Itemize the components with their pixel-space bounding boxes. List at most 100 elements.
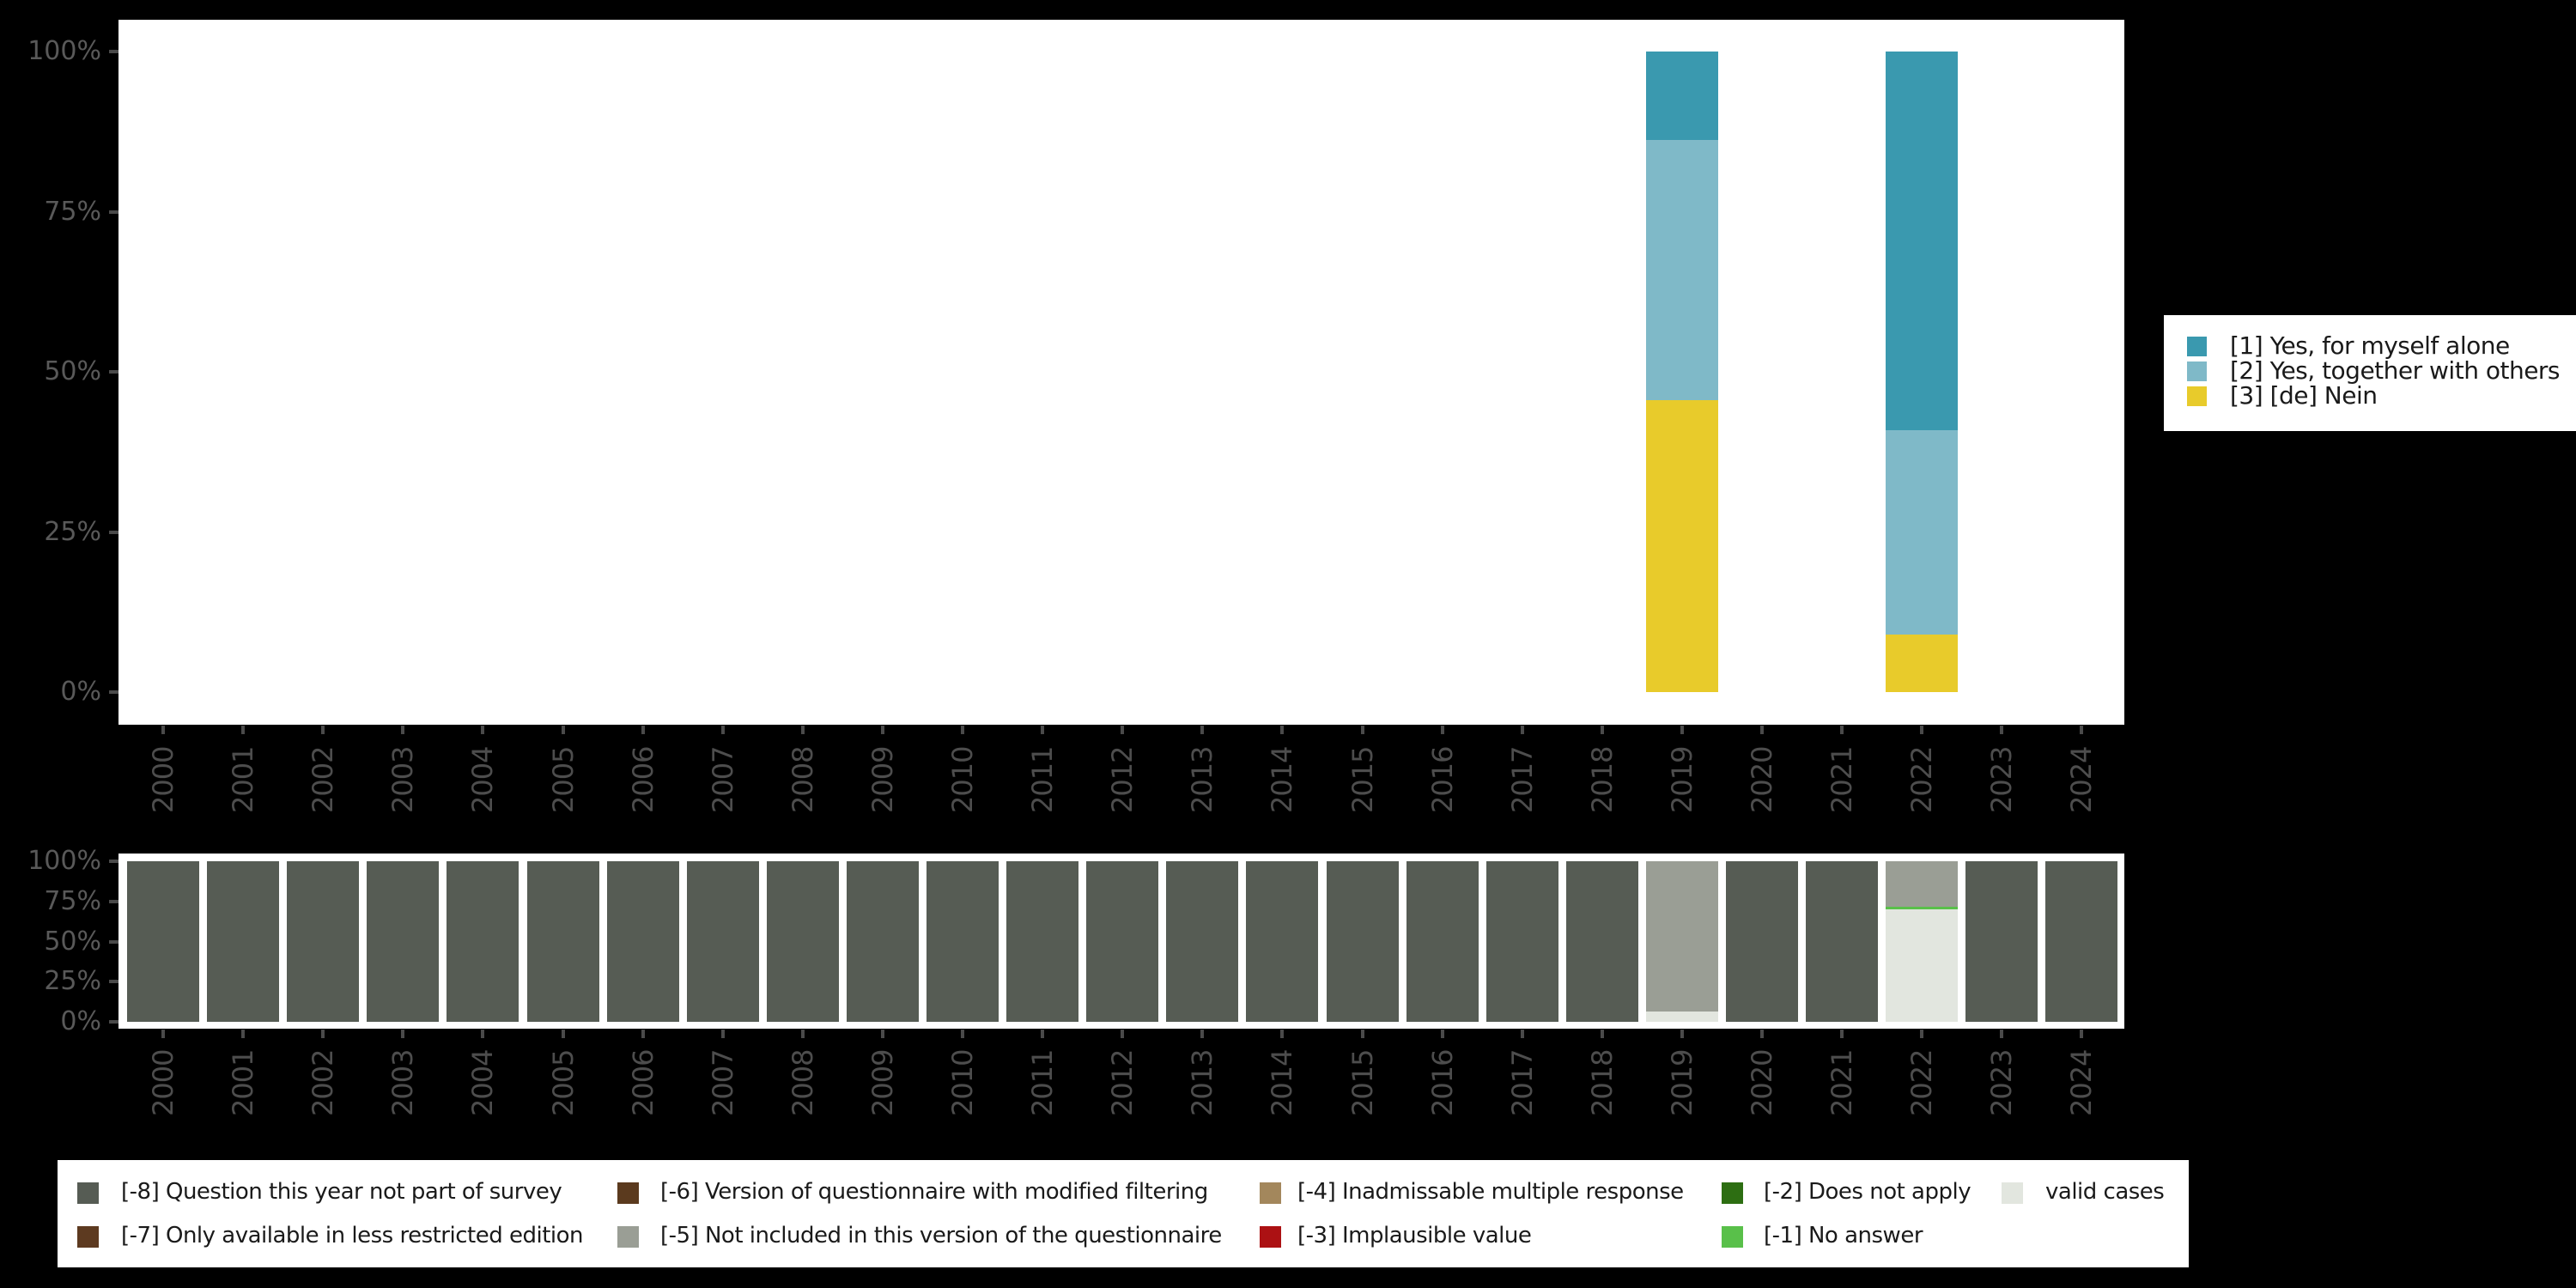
x-axis-year-label: 2021	[1826, 746, 1859, 813]
bar-segment	[1886, 634, 1959, 692]
y-tick-label: 0%	[60, 677, 101, 707]
bar-segment	[447, 861, 519, 1022]
bar-segment	[1086, 861, 1159, 1022]
legend-label: [3] [de] Nein	[2230, 381, 2378, 410]
bar-segment	[1886, 906, 1959, 909]
x-tick	[1200, 1030, 1205, 1038]
legend-label: [-2] Does not apply	[1764, 1179, 1971, 1205]
y-tick-label: 0%	[60, 1006, 101, 1036]
x-tick	[241, 726, 246, 734]
x-tick	[1520, 726, 1524, 734]
bar-segment	[1485, 861, 1558, 1022]
x-tick	[880, 1030, 884, 1038]
bar-segment	[127, 861, 199, 1022]
x-tick	[1440, 1030, 1444, 1038]
bar-segment	[1645, 52, 1718, 140]
bar-segment	[207, 861, 280, 1022]
x-tick	[1920, 1030, 1924, 1038]
x-axis-year-label: 2013	[1186, 746, 1219, 813]
x-tick	[1600, 726, 1604, 734]
x-axis-year-label: 2001	[227, 746, 260, 813]
missing-legend: [-8] Question this year not part of surv…	[58, 1160, 2189, 1267]
x-tick	[2000, 726, 2004, 734]
bar-segment	[1645, 139, 1718, 400]
y-tick-label: 25%	[44, 516, 101, 547]
y-tick-label: 75%	[44, 885, 101, 916]
x-tick	[401, 726, 405, 734]
x-axis-year-label: 2024	[2065, 1049, 2099, 1116]
legend-label: [2] Yes, together with others	[2230, 356, 2561, 385]
x-tick	[1041, 1030, 1045, 1038]
legend-label: [-6] Version of questionnaire with modif…	[660, 1179, 1208, 1205]
bar-segment	[2045, 861, 2118, 1022]
y-tick-label: 50%	[44, 356, 101, 386]
x-tick	[481, 1030, 485, 1038]
x-axis-year-label: 2010	[946, 1049, 979, 1116]
x-axis-year-label: 2024	[2065, 746, 2099, 813]
x-tick	[1840, 1030, 1844, 1038]
x-tick	[1760, 1030, 1764, 1038]
x-axis-year-label: 2004	[466, 746, 500, 813]
x-axis-year-label: 2012	[1106, 1049, 1139, 1116]
x-axis-year-label: 2019	[1665, 1049, 1698, 1116]
x-tick	[1280, 1030, 1285, 1038]
y-tick	[109, 690, 118, 694]
x-axis-year-label: 2013	[1186, 1049, 1219, 1116]
x-tick	[481, 726, 485, 734]
x-axis-year-label: 2004	[466, 1049, 500, 1116]
bar-segment	[526, 861, 599, 1022]
x-axis-year-label: 2008	[786, 1049, 819, 1116]
bar-segment	[1645, 399, 1718, 692]
x-tick	[1280, 726, 1285, 734]
x-tick	[1200, 726, 1205, 734]
x-tick	[241, 1030, 246, 1038]
y-tick	[109, 980, 118, 984]
x-axis-year-label: 2007	[706, 1049, 739, 1116]
legend-swatch	[77, 1226, 99, 1248]
x-axis-year-label: 2022	[1905, 746, 1939, 813]
x-axis-year-label: 2021	[1826, 1049, 1859, 1116]
x-tick	[1440, 726, 1444, 734]
x-axis-year-label: 2020	[1746, 1049, 1778, 1116]
bar-segment	[367, 861, 440, 1022]
x-axis-year-label: 2002	[307, 746, 340, 813]
x-axis-year-label: 2023	[1985, 1049, 2019, 1116]
x-axis-year-label: 2005	[546, 1049, 580, 1116]
bar-segment	[606, 861, 679, 1022]
x-tick	[2000, 1030, 2004, 1038]
x-axis-year-label: 2002	[307, 1049, 340, 1116]
x-tick	[1121, 726, 1125, 734]
x-axis-year-label: 2000	[147, 1049, 179, 1116]
x-tick	[1520, 1030, 1524, 1038]
x-axis-year-label: 2017	[1505, 1049, 1539, 1116]
legend-swatch	[1722, 1182, 1743, 1204]
x-tick	[1041, 726, 1045, 734]
bar-segment	[1886, 908, 1959, 1022]
y-tick-label: 75%	[44, 196, 101, 227]
x-tick	[1760, 726, 1764, 734]
x-axis-year-label: 2011	[1026, 1049, 1060, 1116]
x-tick	[161, 726, 165, 734]
x-axis-year-label: 2016	[1425, 746, 1459, 813]
x-axis-year-label: 2018	[1585, 746, 1619, 813]
x-axis-year-label: 2012	[1106, 746, 1139, 813]
legend-label: [-4] Inadmissable multiple response	[1297, 1179, 1684, 1205]
bar-segment	[1246, 861, 1319, 1022]
y-tick	[109, 50, 118, 53]
legend-label: [1] Yes, for myself alone	[2230, 331, 2510, 360]
legend-label: [-1] No answer	[1764, 1223, 1923, 1249]
x-tick	[2080, 1030, 2084, 1038]
x-axis-year-label: 2000	[147, 746, 179, 813]
legend-swatch	[2187, 386, 2207, 406]
bar-segment	[1965, 861, 2038, 1022]
x-tick	[2080, 726, 2084, 734]
bar-segment	[1406, 861, 1479, 1022]
y-tick	[109, 210, 118, 214]
bar-segment	[846, 861, 919, 1022]
x-tick	[1840, 726, 1844, 734]
bar-segment	[1326, 861, 1399, 1022]
bar-segment	[1166, 861, 1239, 1022]
bar-segment	[686, 861, 759, 1022]
x-tick	[1600, 1030, 1604, 1038]
